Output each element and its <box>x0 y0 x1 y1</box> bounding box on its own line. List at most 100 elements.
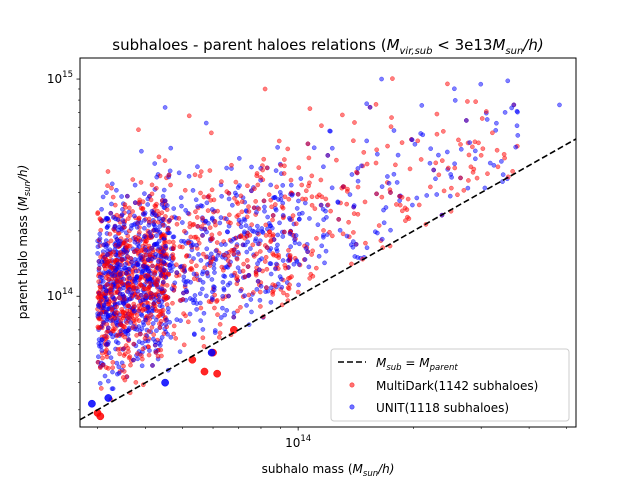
scatter-point <box>298 176 304 181</box>
scatter-point <box>361 150 367 155</box>
scatter-point <box>105 378 111 384</box>
scatter-point <box>114 187 119 193</box>
scatter-point <box>465 99 470 104</box>
scatter-point <box>135 288 141 294</box>
scatter-point <box>99 259 105 265</box>
scatter-point-highlighted <box>88 399 96 408</box>
scatter-point <box>184 253 190 258</box>
scatter-point <box>150 336 156 342</box>
scatter-point <box>96 316 102 322</box>
scatter-point <box>373 160 379 166</box>
scatter-point <box>145 304 151 310</box>
scatter-point <box>97 236 103 241</box>
scatter-point <box>192 172 198 178</box>
scatter-point <box>140 297 146 303</box>
reference-line <box>80 138 576 421</box>
scatter-point <box>131 357 136 363</box>
scatter-point <box>329 185 335 191</box>
scatter-point <box>515 109 520 115</box>
scatter-point <box>105 183 110 189</box>
scatter-point <box>224 216 229 222</box>
scatter-point <box>122 334 128 340</box>
scatter-point <box>192 293 198 298</box>
scatter-point <box>349 261 354 267</box>
scatter-point <box>483 109 489 114</box>
scatter-point <box>113 216 118 222</box>
scatter-point <box>156 238 162 244</box>
scatter-point <box>171 206 177 211</box>
scatter-point <box>198 169 204 175</box>
scatter-point <box>104 225 110 230</box>
scatter-point <box>132 200 138 206</box>
data-points <box>88 76 562 421</box>
scatter-point <box>189 267 195 272</box>
scatter-point <box>419 103 425 108</box>
scatter-point <box>433 176 438 182</box>
scatter-point <box>238 224 244 230</box>
scatter-point <box>444 149 450 155</box>
scatter-point <box>151 222 157 228</box>
scatter-point <box>289 192 295 198</box>
scatter-point <box>376 223 382 228</box>
scatter-point <box>166 309 171 315</box>
scatter-point <box>390 76 395 81</box>
scatter-point <box>280 234 286 239</box>
scatter-point <box>159 335 165 340</box>
scatter-point <box>219 193 224 199</box>
scatter-point <box>302 200 308 206</box>
scatter-point <box>260 230 266 235</box>
scatter-point <box>157 230 163 235</box>
scatter-point <box>134 247 140 253</box>
scatter-point <box>203 293 209 299</box>
scatter-point <box>118 322 123 327</box>
scatter-point <box>138 282 144 288</box>
scatter-point <box>364 138 370 144</box>
scatter-point <box>248 297 254 302</box>
scatter-point <box>388 227 393 233</box>
scatter-point <box>328 208 333 214</box>
scatter-point <box>95 244 101 250</box>
scatter-point <box>135 351 140 356</box>
scatter-point <box>114 304 119 310</box>
scatter-point <box>167 319 173 325</box>
scatter-point <box>346 219 351 225</box>
scatter-point <box>296 211 302 217</box>
scatter-point <box>501 151 507 157</box>
scatter-point <box>207 225 213 231</box>
scatter-point <box>264 245 270 250</box>
scatter-point <box>311 145 317 151</box>
scatter-point <box>254 209 259 215</box>
scatter-point <box>128 292 133 298</box>
scatter-point <box>478 152 484 158</box>
scatter-point <box>157 264 163 269</box>
scatter-point <box>418 157 424 162</box>
scatter-point <box>337 227 343 233</box>
scatter-point <box>410 202 415 208</box>
scatter-point <box>482 185 488 191</box>
scatter-point <box>154 233 159 239</box>
scatter-point <box>406 216 412 221</box>
scatter-point <box>391 128 397 133</box>
scatter-point <box>278 162 284 168</box>
scatter-point <box>101 270 106 276</box>
scatter-point <box>439 158 445 163</box>
scatter-point <box>163 322 169 327</box>
scatter-point <box>215 312 220 317</box>
scatter-point <box>306 155 312 161</box>
scatter-point <box>286 247 291 253</box>
scatter-point <box>100 362 106 368</box>
scatter-point <box>138 255 144 261</box>
scatter-point <box>177 244 183 249</box>
scatter-point <box>297 241 302 247</box>
scatter-point <box>242 235 248 241</box>
scatter-point <box>197 173 203 179</box>
scatter-point <box>135 295 141 300</box>
scatter-point <box>271 195 276 201</box>
scatter-point <box>144 300 149 305</box>
scatter-point <box>399 140 405 145</box>
scatter-point <box>110 360 116 365</box>
scatter-point <box>173 262 179 268</box>
scatter-point <box>119 212 125 217</box>
scatter-point <box>148 312 154 318</box>
scatter-point <box>218 215 224 220</box>
